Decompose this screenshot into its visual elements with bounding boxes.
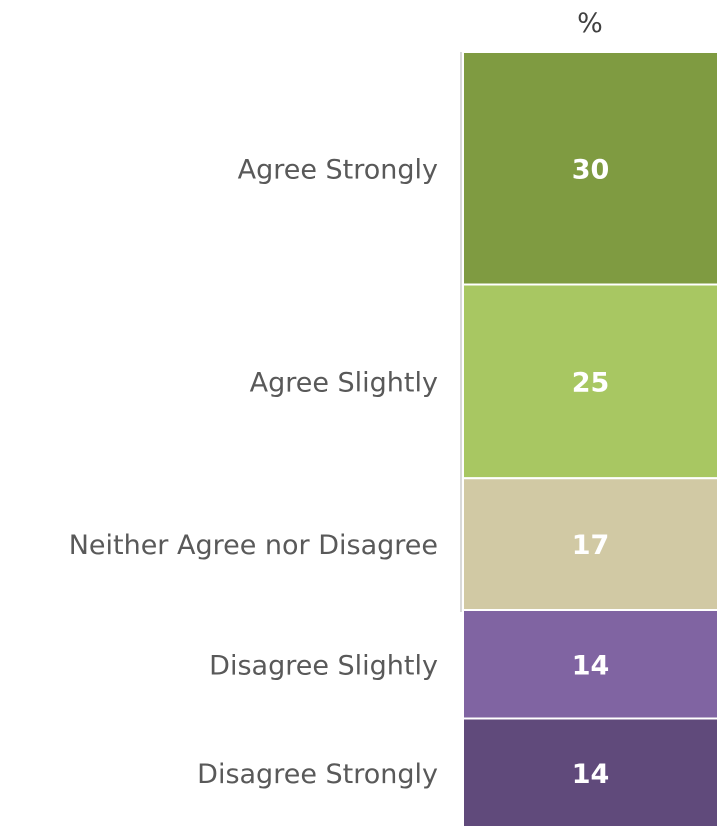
value-label: 30 — [572, 154, 610, 185]
value-label: 14 — [572, 650, 610, 681]
unit-label: % — [577, 8, 603, 39]
category-label: Disagree Slightly — [209, 650, 438, 681]
value-label: 17 — [572, 530, 610, 561]
bar-segments — [462, 51, 719, 828]
category-labels: Agree Strongly Agree Slightly Neither Agre… — [69, 154, 438, 790]
category-label: Agree Slightly — [250, 367, 438, 398]
bar-segment — [462, 609, 719, 720]
value-labels: 30 25 17 14 14 — [572, 154, 610, 790]
value-label: 25 — [572, 367, 610, 398]
category-label: Neither Agree nor Disagree — [69, 530, 438, 561]
bar-segment — [462, 717, 719, 828]
category-label: Disagree Strongly — [197, 759, 438, 790]
value-label: 14 — [572, 759, 610, 790]
category-label: Agree Strongly — [238, 154, 438, 185]
bar-segment — [462, 283, 719, 480]
